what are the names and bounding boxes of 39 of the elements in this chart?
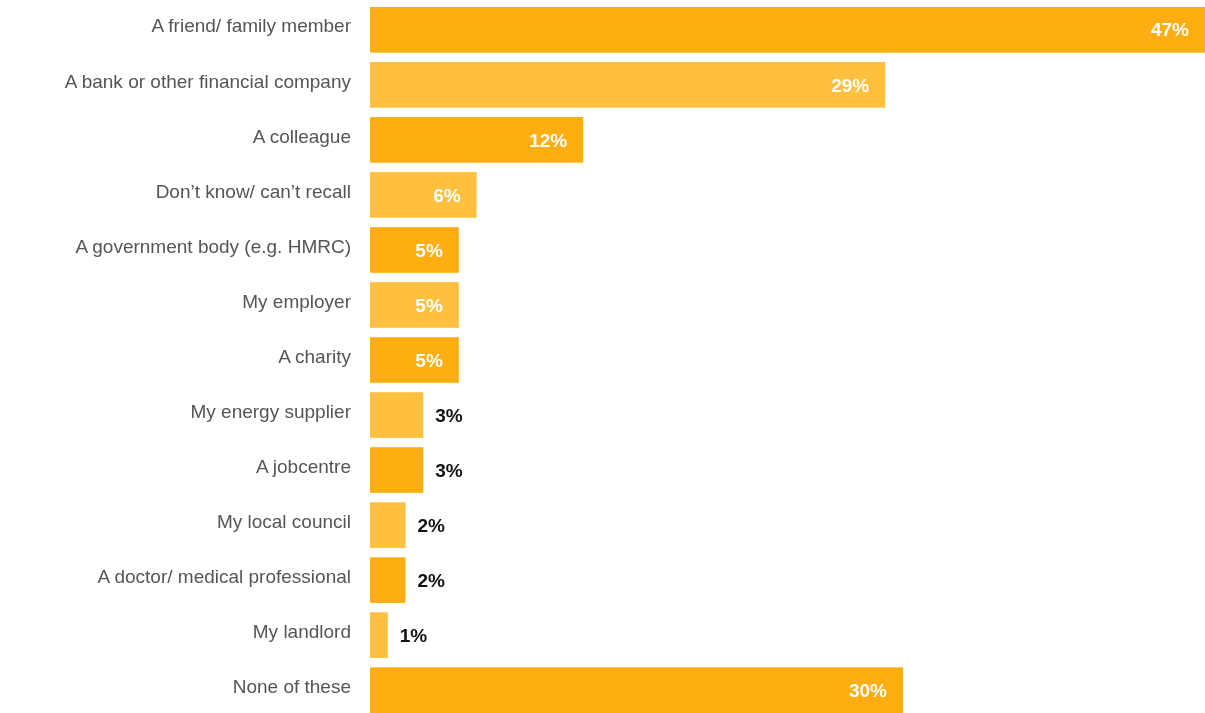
data-label: 2% [417, 514, 446, 536]
bar [370, 62, 886, 108]
bar [370, 667, 903, 713]
bar [370, 392, 424, 438]
data-label: 5% [415, 349, 443, 371]
data-label: 29% [831, 74, 870, 96]
y-tick-label: A bank or other financial company [64, 70, 352, 92]
data-label: 5% [415, 239, 443, 261]
bar [370, 447, 424, 493]
y-tick-label: A friend/ family member [151, 15, 352, 37]
y-tick-label: A colleague [252, 125, 351, 147]
y-tick-label: My energy supplier [190, 400, 352, 422]
y-tick-label: Don’t know/ can’t recall [155, 180, 351, 202]
y-tick-label: A doctor/ medical professional [97, 565, 351, 587]
bar [370, 117, 584, 163]
data-label: 12% [529, 129, 568, 151]
bar [370, 502, 406, 548]
y-tick-label: A government body (e.g. HMRC) [75, 235, 351, 257]
y-tick-label: My employer [242, 290, 352, 312]
bar [370, 227, 459, 273]
bar [370, 337, 459, 383]
y-tick-label: A charity [278, 345, 352, 367]
y-tick-label: None of these [232, 675, 351, 697]
bar [370, 172, 477, 218]
y-tick-label: My landlord [252, 620, 351, 642]
data-label: 5% [415, 294, 443, 316]
bar [370, 7, 1205, 53]
bar [370, 612, 388, 658]
data-label: 1% [399, 624, 428, 646]
data-label: 3% [435, 459, 463, 481]
data-label: 47% [1150, 19, 1190, 41]
bar [370, 557, 406, 603]
y-tick-label: My local council [216, 510, 351, 532]
data-label: 2% [417, 569, 446, 591]
data-label: 30% [848, 679, 888, 701]
y-tick-label: A jobcentre [255, 455, 351, 477]
data-label: 6% [433, 184, 461, 206]
bar [370, 282, 459, 328]
data-label: 3% [435, 404, 463, 426]
